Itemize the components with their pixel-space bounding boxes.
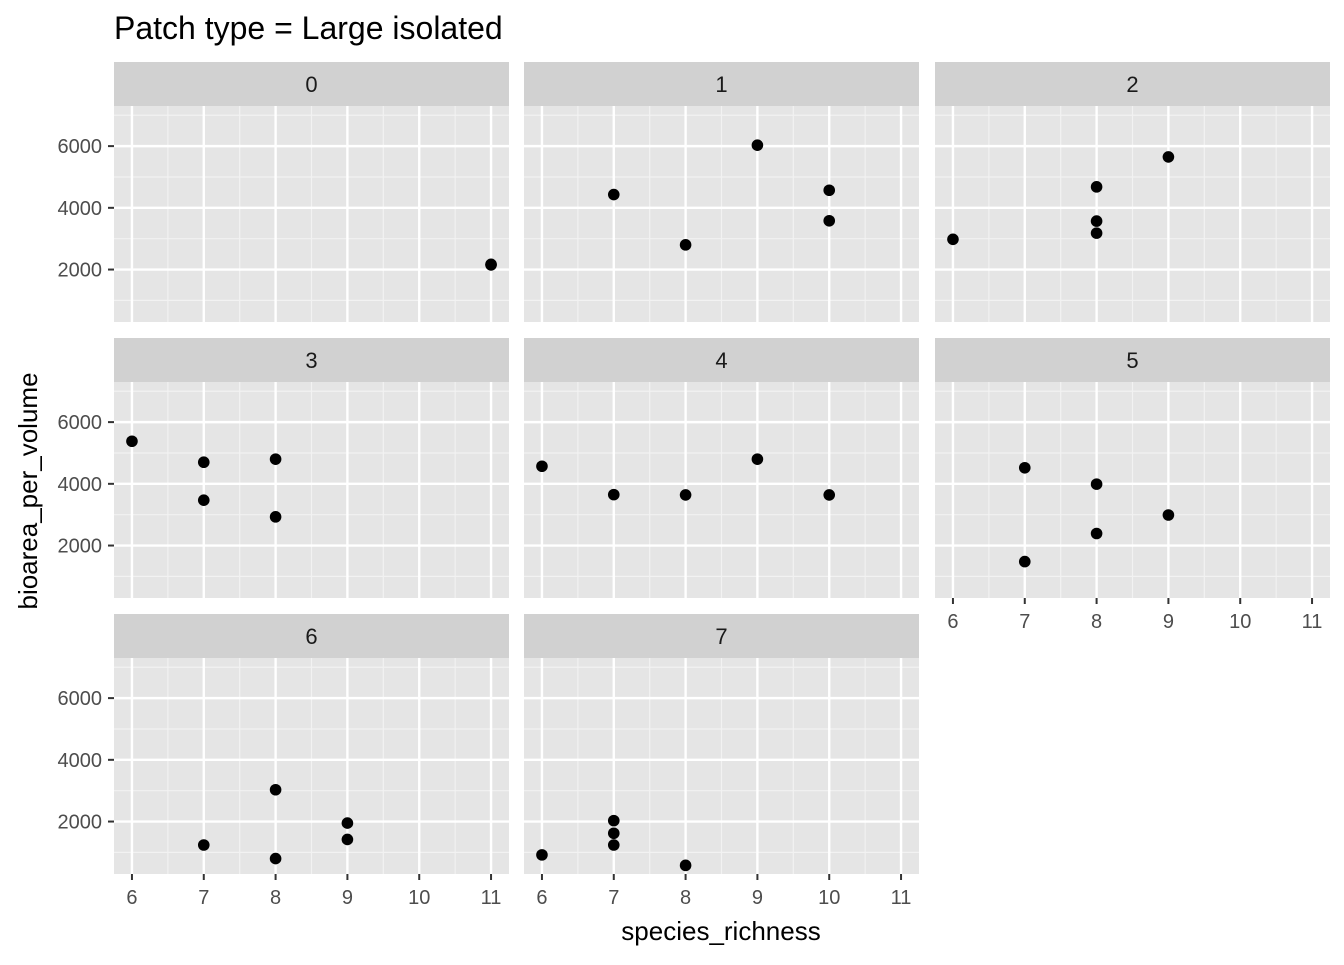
facet-panel-7: 7 6 7 8 9 10 11 (524, 614, 919, 909)
data-point (607, 814, 620, 827)
data-point (341, 833, 354, 846)
data-point (197, 494, 210, 506)
x-tick-label: 8 (1091, 611, 1102, 633)
y-tick-label: 4000 (58, 750, 103, 772)
data-point (823, 489, 836, 501)
data-point (751, 139, 764, 151)
data-point (1090, 227, 1103, 239)
facet-panel-4: 4 (524, 338, 919, 598)
data-point (126, 435, 138, 448)
data-point (341, 817, 354, 829)
facet-strip-label: 4 (715, 348, 727, 373)
y-tick-label: 4000 (58, 474, 103, 496)
facet-strip (524, 614, 919, 658)
x-tick-label: 7 (198, 887, 209, 909)
facet-strip-label: 6 (305, 624, 317, 649)
facet-strip (114, 614, 509, 658)
data-point (607, 188, 620, 201)
data-point (679, 859, 692, 872)
facet-strip-label: 7 (715, 624, 727, 649)
data-point (679, 239, 692, 251)
x-tick-label: 11 (481, 887, 502, 909)
facet-panel-2: 2 (935, 62, 1330, 322)
facet-strip-label: 3 (305, 348, 317, 373)
x-tick-label: 10 (408, 887, 430, 909)
facet-strip (524, 338, 919, 382)
data-point (1018, 461, 1031, 474)
x-axis-label: species_richness (621, 916, 820, 946)
chart-title: Patch type = Large isolated (114, 10, 503, 46)
data-point (1090, 478, 1103, 490)
x-tick-label: 6 (947, 611, 958, 633)
facet-panel-5: 5 6 7 8 9 10 11 (935, 338, 1330, 633)
data-point (197, 839, 210, 851)
data-point (823, 214, 836, 227)
y-tick-label: 6000 (58, 688, 103, 710)
data-point (485, 258, 497, 271)
facet-panel-1: 1 (524, 62, 919, 322)
data-point (269, 511, 282, 523)
data-point (197, 456, 210, 469)
y-tick-label: 2000 (58, 812, 103, 834)
facet-strip (935, 62, 1330, 106)
data-point (1018, 555, 1031, 568)
data-point (1162, 151, 1175, 163)
facet-strip (935, 338, 1330, 382)
x-tick-label: 11 (1302, 611, 1323, 633)
x-tick-label: 8 (270, 887, 281, 909)
x-tick-label: 8 (680, 887, 691, 909)
x-tick-label: 7 (608, 887, 619, 909)
data-point (1090, 181, 1103, 193)
x-tick-label: 10 (1229, 611, 1251, 633)
data-point (1162, 509, 1175, 521)
data-point (751, 453, 764, 465)
facet-panel-6: 6 2000 4000 6000 6 7 8 9 10 11 (58, 614, 509, 909)
facet-strip-label: 2 (1126, 72, 1138, 97)
x-tick-label: 6 (536, 887, 547, 909)
data-point (1090, 527, 1103, 540)
x-tick-label: 9 (342, 887, 353, 909)
data-point (679, 489, 692, 501)
x-tick-label: 9 (752, 887, 763, 909)
data-point (269, 783, 282, 796)
data-point (1090, 215, 1103, 227)
x-tick-label: 6 (126, 887, 137, 909)
data-point (947, 233, 959, 246)
x-tick-label: 11 (891, 887, 912, 909)
data-point (823, 184, 836, 197)
x-tick-label: 7 (1019, 611, 1030, 633)
facet-panels: 0 2000 4000 6000 1 2 3 2000 4000 6000 4 5 6 7 8 9 10 11 6 2… (58, 62, 1330, 909)
data-point (269, 852, 282, 865)
data-point (536, 460, 548, 473)
x-tick-label: 10 (818, 887, 840, 909)
facet-panel-3: 3 2000 4000 6000 (58, 338, 509, 598)
x-tick-label: 9 (1163, 611, 1174, 633)
y-tick-label: 6000 (58, 136, 103, 158)
facet-strip-label: 5 (1126, 348, 1138, 373)
facet-strip (524, 62, 919, 106)
y-tick-label: 6000 (58, 412, 103, 434)
data-point (269, 453, 282, 465)
data-point (607, 488, 620, 501)
y-tick-label: 4000 (58, 198, 103, 220)
data-point (607, 827, 620, 840)
y-axis-label: bioarea_per_volume (13, 372, 43, 609)
facet-strip (114, 338, 509, 382)
y-tick-label: 2000 (58, 536, 103, 558)
data-point (536, 849, 548, 861)
data-point (607, 839, 620, 851)
facet-panel-0: 0 2000 4000 6000 (58, 62, 509, 322)
facet-strip-label: 1 (715, 72, 727, 97)
facet-strip (114, 62, 509, 106)
y-tick-label: 2000 (58, 260, 103, 282)
facet-strip-label: 0 (305, 72, 317, 97)
